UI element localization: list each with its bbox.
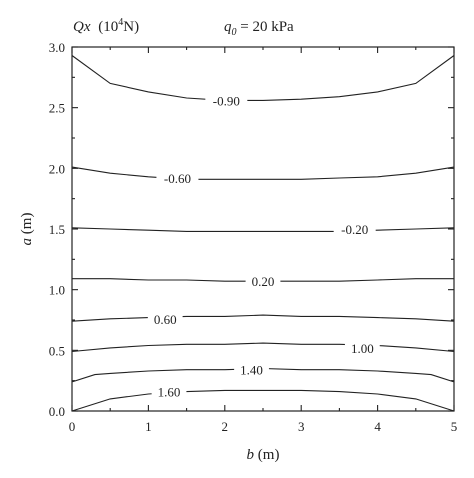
x-tick-label: 5 (451, 419, 458, 434)
load-value: = 20 kPa (237, 19, 295, 35)
y-tick-label: 2.0 (49, 161, 65, 176)
chart-quantity-title: Qx (104N) (73, 17, 139, 35)
contour-label: -0.90 (213, 93, 240, 108)
y-tick-label: 1.5 (49, 222, 65, 237)
contour-line (71, 227, 455, 232)
contour-line (71, 55, 455, 101)
contour-level: 1.40 (71, 363, 455, 383)
contour-label: 1.60 (158, 385, 181, 400)
contour-label: -0.20 (341, 222, 368, 237)
contour-level: -0.60 (71, 166, 455, 186)
y-tick-label: 0.5 (49, 343, 65, 358)
contour-label: 0.60 (154, 312, 177, 327)
contour-line (71, 314, 455, 322)
x-tick-label: 3 (298, 419, 305, 434)
contour-line (71, 389, 455, 412)
x-tick-label: 1 (145, 419, 152, 434)
load-symbol: q (224, 19, 232, 35)
contour-line (71, 166, 455, 180)
x-axis-unit: (m) (254, 447, 279, 463)
y-axis-title: a (m) (19, 213, 35, 246)
contour-level: 1.60 (71, 385, 455, 412)
x-tick-label: 2 (222, 419, 229, 434)
title-quantity-symbol: Qx (73, 19, 91, 35)
contour-label: 0.20 (252, 274, 275, 289)
y-axis: 0.0 0.5 1.0 1.5 2.0 2.5 3.0 (49, 40, 454, 419)
x-axis-variable: b (247, 447, 255, 463)
contour-line (72, 278, 454, 282)
x-axis-title: b (m) (247, 447, 280, 463)
contour-label: 1.00 (351, 341, 374, 356)
contour-level: 1.00 (71, 341, 455, 356)
contour-line (71, 367, 455, 383)
contour-label: 1.40 (240, 363, 263, 378)
y-tick-label: 2.5 (49, 101, 65, 116)
contour-level: 0.60 (71, 312, 455, 327)
y-tick-label: 0.0 (49, 404, 65, 419)
contour-level: -0.90 (71, 55, 455, 108)
load-subscript: 0 (232, 27, 237, 38)
contour-level: -0.20 (71, 222, 455, 237)
contour-level: 0.20 (72, 274, 454, 289)
title-unit-exponent: 4 (118, 17, 123, 28)
y-axis-variable: a (19, 238, 35, 246)
x-tick-label: 4 (374, 419, 381, 434)
y-axis-unit: (m) (19, 213, 35, 238)
plot-frame (71, 46, 455, 412)
contour-label: -0.60 (164, 171, 191, 186)
y-tick-label: 1.0 (49, 283, 65, 298)
contour-line (71, 342, 455, 353)
title-unit-base: (10 (98, 19, 118, 35)
x-axis: 0 1 2 3 4 5 (69, 47, 458, 434)
x-tick-label: 0 (69, 419, 76, 434)
contour-lines: -0.90 -0.60 -0.20 0.20 0.60 1.00 1.40 1.60 (71, 55, 455, 412)
title-unit-suffix: N) (123, 19, 139, 35)
load-annotation: q0 = 20 kPa (224, 19, 294, 38)
y-tick-label: 3.0 (49, 40, 65, 55)
